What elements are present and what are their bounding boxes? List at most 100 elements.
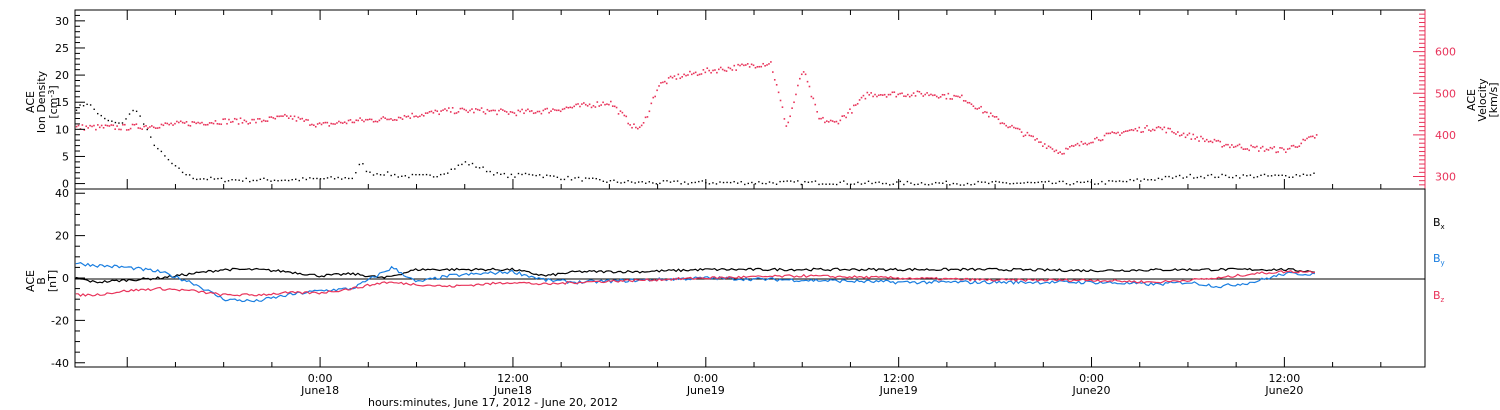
velocity-point [1038, 141, 1040, 143]
density-point [563, 178, 566, 181]
velocity-point [1036, 137, 1038, 140]
density-point [245, 177, 247, 180]
velocity-point [110, 124, 113, 126]
velocity-point [777, 91, 780, 94]
velocity-point [806, 80, 809, 83]
velocity-point [259, 118, 261, 120]
density-point [814, 180, 817, 182]
velocity-point [349, 119, 352, 121]
density-point [1150, 178, 1153, 181]
velocity-point [1007, 126, 1009, 129]
velocity-point [849, 108, 851, 111]
density-point [885, 182, 887, 185]
velocity-point [588, 103, 591, 106]
density-point [1132, 179, 1135, 182]
velocity-point [1020, 131, 1023, 133]
x-tick-date: June20 [1072, 384, 1111, 397]
density-point [1178, 174, 1181, 177]
density-point [535, 174, 537, 177]
density-point [1143, 178, 1145, 180]
velocity-point [168, 123, 170, 126]
velocity-point [108, 125, 111, 127]
bx-line [75, 267, 1315, 284]
density-point [503, 172, 506, 175]
density-point [1157, 177, 1160, 180]
velocity-point [619, 110, 622, 112]
density-point [330, 176, 332, 178]
density-point [970, 184, 972, 186]
velocity-point [741, 63, 743, 66]
velocity-point [93, 124, 95, 127]
density-point [210, 176, 212, 179]
velocity-point [201, 121, 203, 124]
velocity-point [1171, 130, 1173, 133]
density-point [376, 173, 378, 175]
b-legend: Bx By Bz [1433, 216, 1445, 304]
velocity-point [461, 107, 464, 110]
velocity-point [1097, 139, 1100, 141]
velocity-point [1088, 142, 1090, 145]
b-label-line3: [nT] [46, 270, 59, 292]
density-point [422, 173, 424, 176]
velocity-point [521, 108, 523, 111]
b-legend-y: By [1433, 252, 1445, 267]
velocity-point [575, 103, 577, 106]
density-point [995, 180, 997, 183]
density-point [305, 178, 308, 181]
velocity-point [1256, 145, 1258, 148]
velocity-point [592, 104, 595, 107]
velocity-point [847, 112, 849, 114]
b-label-line2: B [35, 277, 48, 285]
x-tick-time: 0:00 [693, 372, 718, 385]
density-point [312, 177, 315, 180]
density-point [1224, 174, 1227, 177]
density-point [1058, 180, 1061, 183]
density-point [577, 176, 580, 179]
velocity-point [665, 82, 668, 85]
velocity-point [920, 92, 923, 95]
velocity-point [114, 128, 116, 130]
velocity-point [1099, 139, 1102, 142]
velocity-point [646, 116, 649, 118]
velocity-point [124, 123, 126, 126]
velocity-point [1211, 141, 1214, 144]
velocity-point [912, 92, 915, 94]
velocity-point [1124, 130, 1127, 133]
velocity-point [835, 120, 838, 123]
velocity-point [891, 91, 894, 94]
velocity-point [962, 99, 965, 102]
velocity-point [640, 124, 643, 127]
velocity-point [1157, 126, 1160, 128]
velocity-point [691, 73, 693, 76]
velocity-point [611, 105, 614, 107]
velocity-point [226, 122, 228, 125]
velocity-point [1313, 137, 1316, 139]
density-point [846, 183, 848, 185]
velocity-point [249, 122, 251, 124]
velocity-tick-label: 500 [1435, 87, 1456, 100]
density-point [1235, 174, 1237, 177]
velocity-point [542, 109, 545, 112]
velocity-point [158, 126, 161, 129]
velocity-point [1209, 140, 1212, 143]
density-tick-label: 20 [55, 69, 69, 82]
velocity-point [677, 73, 680, 76]
velocity-point [953, 94, 955, 97]
velocity-point [914, 95, 917, 97]
velocity-point [253, 118, 255, 121]
velocity-point [903, 95, 905, 97]
velocity-point [1082, 143, 1085, 145]
x-tick-time: 0:00 [308, 372, 333, 385]
velocity-point [459, 107, 462, 110]
velocity-point [862, 94, 865, 97]
density-point [938, 182, 940, 184]
density-point [482, 166, 484, 168]
velocity-point [1055, 149, 1058, 152]
velocity-point [860, 96, 863, 99]
density-point [298, 179, 300, 182]
velocity-point [1045, 147, 1048, 150]
velocity-point [228, 118, 230, 121]
velocity-point [1032, 135, 1034, 138]
velocity-point [579, 105, 581, 108]
velocity-point [444, 108, 446, 110]
